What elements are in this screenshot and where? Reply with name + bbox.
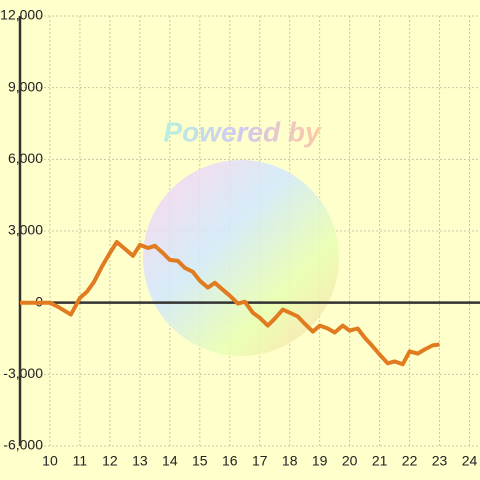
x-tick-label: 18 xyxy=(282,453,298,469)
y-tick-label: -6,000 xyxy=(3,437,43,453)
y-tick-label: 6,000 xyxy=(8,150,43,166)
x-tick-label: 22 xyxy=(402,453,418,469)
x-tick-label: 12 xyxy=(102,453,118,469)
y-tick-label: 9,000 xyxy=(8,78,43,94)
watermark-text: Powered by xyxy=(163,116,322,147)
x-tick-label: 11 xyxy=(73,453,88,469)
x-tick-label: 19 xyxy=(312,453,328,469)
x-tick-label: 10 xyxy=(42,453,58,469)
x-tick-label: 14 xyxy=(162,453,178,469)
y-tick-label: 3,000 xyxy=(8,222,43,238)
x-tick-label: 21 xyxy=(372,453,388,469)
watermark-logo xyxy=(143,160,339,356)
y-tick-label: -3,000 xyxy=(3,365,43,381)
x-tick-label: 16 xyxy=(222,453,238,469)
y-tick-label: 12,000 xyxy=(0,7,43,23)
x-tick-label: 13 xyxy=(132,453,148,469)
x-tick-label: 20 xyxy=(342,453,358,469)
line-series xyxy=(20,240,440,367)
x-tick-label: 15 xyxy=(192,453,208,469)
x-tick-label: 23 xyxy=(432,453,448,469)
x-tick-label: 17 xyxy=(252,453,268,469)
x-tick-label: 24 xyxy=(462,453,478,469)
